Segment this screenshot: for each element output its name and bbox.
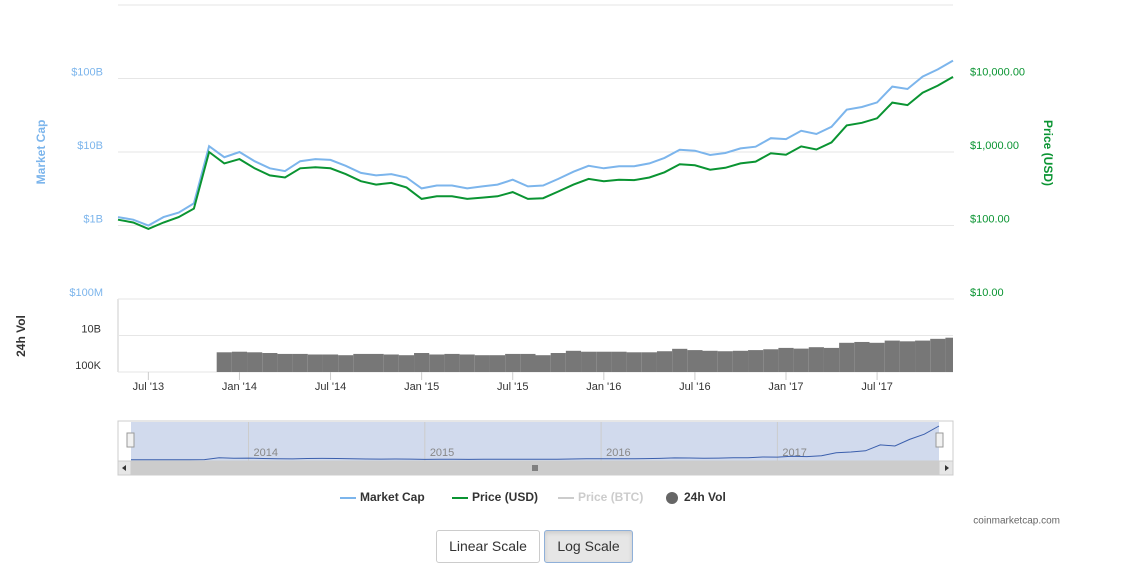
legend-label[interactable]: Price (BTC)	[578, 490, 643, 504]
y-tick-label: $100B	[71, 66, 103, 78]
navigator-tick-label: 2017	[782, 447, 806, 459]
volume-bar	[550, 353, 566, 372]
x-tick-label: Jul '14	[315, 381, 346, 393]
volume-bar	[596, 351, 612, 372]
volume-bar	[793, 348, 809, 372]
volume-bar	[626, 352, 642, 372]
navigator-tick-label: 2015	[430, 447, 454, 459]
volume-tick-label: 100K	[75, 360, 101, 372]
navigator-handle-left[interactable]	[126, 432, 135, 448]
volume-bar	[854, 341, 870, 372]
volume-bar	[763, 349, 779, 372]
volume-bar	[262, 353, 278, 372]
volume-bar	[398, 355, 415, 372]
legend-symbol	[666, 492, 678, 504]
volume-bar	[884, 340, 900, 372]
y2-tick-label: $1,000.00	[970, 140, 1019, 152]
volume-bar	[930, 338, 946, 372]
volume-bar	[383, 354, 399, 372]
volume-bar	[535, 355, 551, 372]
y-tick-label: $10B	[77, 140, 103, 152]
volume-bar	[489, 355, 506, 372]
volume-bar	[823, 347, 840, 372]
volume-bar	[808, 347, 824, 372]
volume-bar	[505, 353, 521, 372]
volume-bar	[216, 352, 232, 372]
volume-bar	[778, 347, 794, 372]
x-tick-label: Jul '13	[133, 381, 164, 393]
volume-bar	[839, 342, 855, 372]
volume-bar	[611, 351, 627, 372]
volume-bar	[231, 351, 248, 372]
x-tick-label: Jan '14	[222, 381, 257, 393]
legend-label[interactable]: 24h Vol	[684, 490, 726, 504]
volume-bar	[732, 350, 749, 372]
volume-bar	[945, 337, 953, 372]
volume-bar	[869, 342, 885, 372]
y-axis-title: Market Cap	[34, 120, 48, 185]
volume-bar	[520, 353, 536, 372]
volume-bar	[565, 350, 582, 372]
volume-bar	[656, 351, 673, 372]
volume-bar	[687, 350, 703, 372]
volume-bar	[459, 354, 475, 372]
x-tick-label: Jul '15	[497, 381, 528, 393]
volume-bar	[322, 354, 339, 372]
y2-tick-label: $10.00	[970, 287, 1004, 299]
volume-bar	[748, 350, 764, 372]
volume-axis-title: 24h Vol	[14, 315, 28, 357]
series-line	[117, 76, 954, 230]
legend-label[interactable]: Market Cap	[360, 490, 425, 504]
scroll-right-arrow	[945, 465, 949, 471]
x-tick-label: Jan '15	[404, 381, 439, 393]
navigator-tick-label: 2014	[254, 447, 278, 459]
volume-bar	[414, 353, 430, 372]
volume-bar	[915, 340, 931, 372]
x-tick-label: Jul '17	[861, 381, 892, 393]
scroll-left-arrow	[122, 465, 126, 471]
volume-bar	[702, 350, 718, 372]
volume-bar	[672, 348, 688, 372]
volume-bar	[474, 355, 490, 372]
volume-bar	[717, 351, 733, 372]
volume-bar	[307, 354, 323, 372]
y-tick-label: $1B	[83, 213, 103, 225]
volume-bar	[429, 354, 445, 372]
volume-bar	[444, 353, 460, 372]
volume-bar	[338, 355, 354, 372]
volume-bar	[292, 353, 308, 372]
navigator-tick-label: 2016	[606, 447, 630, 459]
y2-axis-title: Price (USD)	[1041, 120, 1055, 186]
credits[interactable]: coinmarketcap.com	[973, 516, 1060, 527]
series-line	[117, 59, 954, 227]
volume-bar	[581, 351, 597, 372]
volume-bar	[247, 352, 263, 372]
volume-bar	[899, 341, 916, 372]
legend-label[interactable]: Price (USD)	[472, 490, 538, 504]
x-tick-label: Jan '17	[768, 381, 803, 393]
linear-scale-button[interactable]: Linear Scale	[436, 530, 540, 563]
x-tick-label: Jan '16	[586, 381, 621, 393]
scrollbar-grip	[532, 465, 538, 471]
volume-bar	[641, 352, 657, 372]
y-tick-label: $100M	[69, 287, 103, 299]
volume-bar	[277, 353, 293, 372]
volume-tick-label: 10B	[81, 323, 101, 335]
y2-tick-label: $10,000.00	[970, 66, 1025, 78]
log-scale-button[interactable]: Log Scale	[544, 530, 633, 563]
x-tick-label: Jul '16	[679, 381, 710, 393]
volume-bar	[368, 353, 384, 372]
y2-tick-label: $100.00	[970, 213, 1010, 225]
navigator-selection	[131, 422, 939, 461]
volume-bar	[353, 353, 369, 372]
navigator-handle-right[interactable]	[935, 432, 944, 448]
navigator-line	[130, 425, 940, 461]
